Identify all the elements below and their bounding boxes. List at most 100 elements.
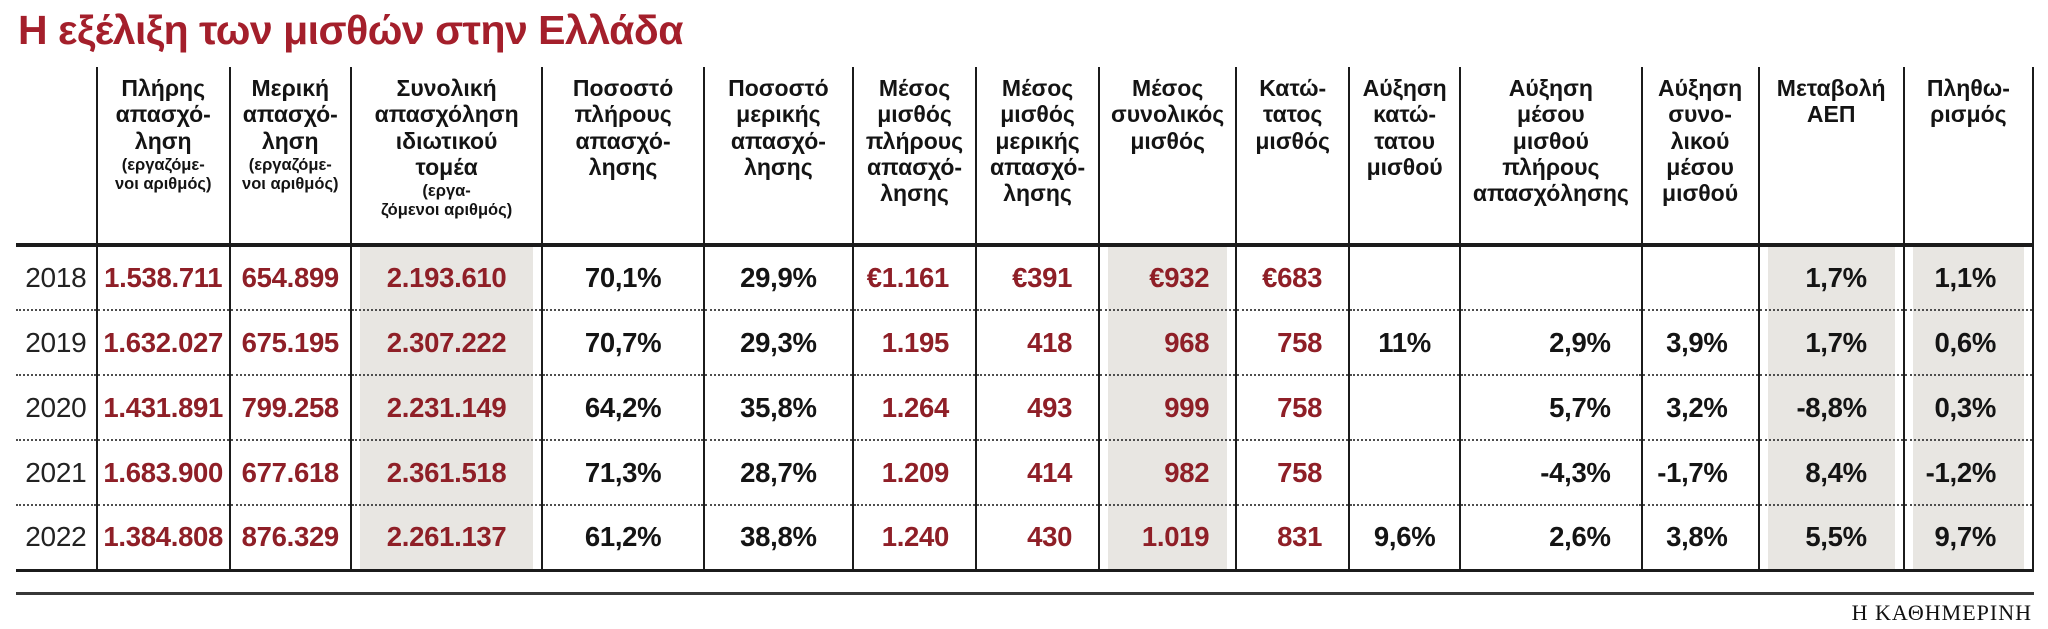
table-cell: 9,6% [1349, 504, 1462, 572]
table-cell: 2.261.137 [350, 504, 544, 572]
col-header-total-private-employment: Συνολική απασχόληση ιδιωτικού τομέα (εργα… [350, 67, 544, 248]
table-cell: 1.019 [1099, 504, 1238, 572]
table-cell: 654.899 [229, 245, 352, 311]
table-cell: 2.231.149 [350, 374, 544, 441]
table-cell: €683 [1236, 245, 1351, 311]
table-cell: 799.258 [229, 374, 352, 441]
col-header-subtext: (εργαζόμε- νοι αριθμός) [242, 155, 339, 194]
table-row: 2021 1.683.900 677.618 2.361.518 71,3% 2… [16, 439, 2035, 506]
table-cell: 758 [1236, 374, 1351, 441]
table-cell [1349, 439, 1462, 506]
table-cell: 1.538.711 [96, 245, 231, 311]
table-cell: 8,4% [1758, 439, 1905, 506]
col-header-text: Κατώ- τατος μισθός [1255, 75, 1330, 154]
table-cell: 9,7% [1903, 504, 2035, 572]
table-cell: 5,7% [1460, 374, 1643, 441]
brand-logo: Η ΚΑΘΗΜΕΡΙΝΗ [1851, 599, 2032, 625]
col-header-text: Πλήρης απασχό- ληση [115, 75, 211, 154]
table-cell: 968 [1099, 309, 1238, 376]
table-cell: 35,8% [703, 374, 855, 441]
col-header-pct-full-employment: Ποσοστό πλήρους απασχό- λησης [542, 67, 705, 248]
table-cell: 1.384.808 [96, 504, 231, 572]
col-header-avg-total-wage-increase: Αύξηση συνο- λικού μέσου μισθού [1641, 67, 1760, 248]
table-cell: 1.195 [853, 309, 978, 376]
table-cell: 70,7% [542, 309, 705, 376]
col-header-text: Αύξηση κατώ- τατου μισθού [1362, 75, 1447, 180]
table-cell: -4,3% [1460, 439, 1643, 506]
table-cell: 493 [976, 374, 1101, 441]
col-header-avg-wage-total: Μέσος συνολικός μισθός [1099, 67, 1238, 248]
table-row: 2018 1.538.711 654.899 2.193.610 70,1% 2… [16, 245, 2035, 311]
table-cell: 1,7% [1758, 245, 1905, 311]
table-header-row: Πλήρης απασχό- ληση (εργαζόμε- νοι αριθμό… [16, 67, 2035, 248]
table-cell: 38,8% [703, 504, 855, 572]
table-cell: 430 [976, 504, 1101, 572]
row-year: 2019 [16, 309, 98, 376]
row-year: 2021 [16, 439, 98, 506]
table-cell: 1,1% [1903, 245, 2035, 311]
col-header-year [16, 67, 98, 248]
col-header-inflation: Πληθω- ρισμός [1903, 67, 2035, 248]
col-header-text: Πληθω- ρισμός [1926, 75, 2010, 128]
table-cell: 876.329 [229, 504, 352, 572]
col-header-text: Μερική απασχό- ληση [242, 75, 338, 154]
row-year: 2018 [16, 245, 98, 311]
table-cell: 1.632.027 [96, 309, 231, 376]
col-header-subtext: (εργαζόμε- νοι αριθμός) [114, 155, 212, 194]
table-cell: 675.195 [229, 309, 352, 376]
table-cell: 758 [1236, 309, 1351, 376]
col-header-text: Αύξηση συνο- λικού μέσου μισθού [1658, 75, 1743, 206]
table-cell: €1.161 [853, 245, 978, 311]
table-cell: 2.193.610 [350, 245, 544, 311]
table-cell: 1.431.891 [96, 374, 231, 441]
col-header-avg-wage-part: Μέσος μισθός μερικής απασχό- λησης [976, 67, 1101, 248]
page-title: Η εξέλιξη των μισθών στην Ελλάδα [18, 7, 683, 53]
table-cell [1349, 245, 1462, 311]
table-cell: 61,2% [542, 504, 705, 572]
table-cell: 982 [1099, 439, 1238, 506]
table-cell: 5,5% [1758, 504, 1905, 572]
table-cell: 831 [1236, 504, 1351, 572]
footer-rule [16, 591, 2034, 595]
row-year: 2020 [16, 374, 98, 441]
table-cell [1460, 245, 1643, 311]
col-header-subtext: (εργα- ζόμενοι αριθμός) [381, 181, 513, 220]
table-cell: 418 [976, 309, 1101, 376]
col-header-text: Μεταβολή ΑΕΠ [1776, 75, 1886, 128]
table-cell: -8,8% [1758, 374, 1905, 441]
table-cell: €391 [976, 245, 1101, 311]
table-cell: 999 [1099, 374, 1238, 441]
col-header-avg-full-wage-increase: Αύξηση μέσου μισθού πλήρους απασχόλησης [1460, 67, 1643, 248]
table-cell: 1.209 [853, 439, 978, 506]
col-header-gdp-change: Μεταβολή ΑΕΠ [1758, 67, 1905, 248]
table-cell: 28,7% [703, 439, 855, 506]
table-cell: 3,9% [1641, 309, 1760, 376]
col-header-part-employment: Μερική απασχό- ληση (εργαζόμε- νοι αριθμό… [229, 67, 352, 248]
table-cell: €932 [1099, 245, 1238, 311]
footer: Η ΚΑΘΗΜΕΡΙΝΗ [16, 591, 2034, 626]
col-header-text: Μέσος μισθός μερικής απασχό- λησης [990, 75, 1086, 206]
table-cell: 71,3% [542, 439, 705, 506]
table-cell: 1,7% [1758, 309, 1905, 376]
table-cell: 1.683.900 [96, 439, 231, 506]
col-header-text: Ποσοστό μερικής απασχό- λησης [728, 75, 829, 180]
col-header-text: Ποσοστό πλήρους απασχό- λησης [572, 75, 674, 180]
table-cell: 2.307.222 [350, 309, 544, 376]
table-cell: 29,9% [703, 245, 855, 311]
table-cell: 29,3% [703, 309, 855, 376]
table-cell [1349, 374, 1462, 441]
col-header-text: Μέσος μισθός πλήρους απασχό- λησης [865, 75, 964, 206]
table-row: 2020 1.431.891 799.258 2.231.149 64,2% 3… [16, 374, 2035, 441]
table-cell: 1.240 [853, 504, 978, 572]
table-cell: 758 [1236, 439, 1351, 506]
col-header-text: Συνολική απασχόληση ιδιωτικού τομέα [374, 75, 519, 180]
table-cell [1641, 245, 1760, 311]
wage-table: Πλήρης απασχό- ληση (εργαζόμε- νοι αριθμό… [16, 67, 2035, 572]
table-cell: 0,6% [1903, 309, 2035, 376]
table-cell: 64,2% [542, 374, 705, 441]
table-cell: 3,2% [1641, 374, 1760, 441]
table-cell: 677.618 [229, 439, 352, 506]
col-header-avg-wage-full: Μέσος μισθός πλήρους απασχό- λησης [853, 67, 978, 248]
row-year: 2022 [16, 504, 98, 572]
